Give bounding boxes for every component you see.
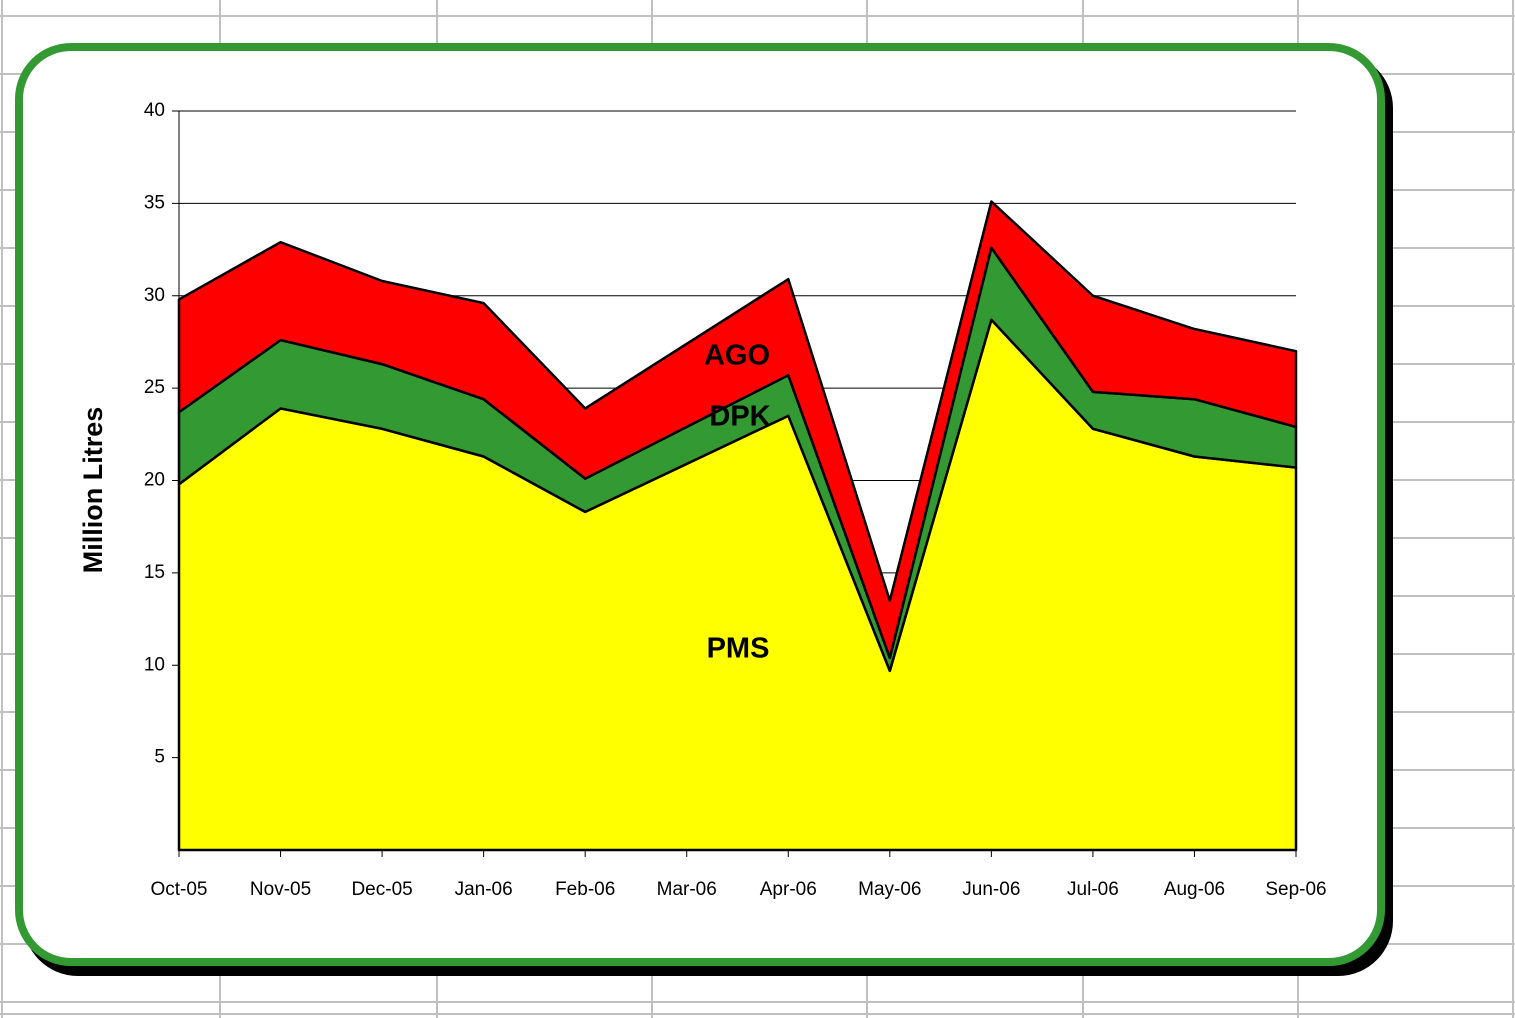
series-label: AGO — [704, 340, 770, 372]
y-tick-label: 5 — [154, 747, 165, 768]
area — [177, 200, 1298, 660]
y-tick-label: 40 — [144, 100, 165, 121]
y-tick-label: 10 — [144, 654, 165, 675]
series-label: DPK — [709, 401, 770, 433]
x-tick-label: Sep-06 — [1265, 879, 1326, 900]
y-tick-label: 20 — [144, 470, 165, 491]
x-tick-label: Feb-06 — [555, 879, 615, 900]
x-tick-label: Jul-06 — [1067, 879, 1119, 900]
x-tick-label: Nov-05 — [250, 879, 311, 900]
x-tick-label: Oct-05 — [150, 879, 207, 900]
x-tick-label: Apr-06 — [760, 879, 817, 900]
y-tick-label: 25 — [144, 377, 165, 398]
x-tick-label: Mar-06 — [657, 879, 717, 900]
x-tick-label: Jan-06 — [455, 879, 513, 900]
x-tick-label: Dec-05 — [351, 879, 412, 900]
y-tick-label: 35 — [144, 192, 165, 213]
y-tick-label: 30 — [144, 285, 165, 306]
y-axis-label: Million Litres — [78, 407, 108, 574]
x-tick-label: Jun-06 — [962, 879, 1020, 900]
series-label: PMS — [707, 633, 770, 665]
y-tick-label: 15 — [144, 562, 165, 583]
x-tick-label: Aug-06 — [1164, 879, 1225, 900]
plot-area: 5 10 15 20 25 30 35 40 PMS DPK AGO Oct-05 Nov-05 Dec-… — [144, 100, 1327, 900]
x-tick-label: May-06 — [858, 879, 921, 900]
